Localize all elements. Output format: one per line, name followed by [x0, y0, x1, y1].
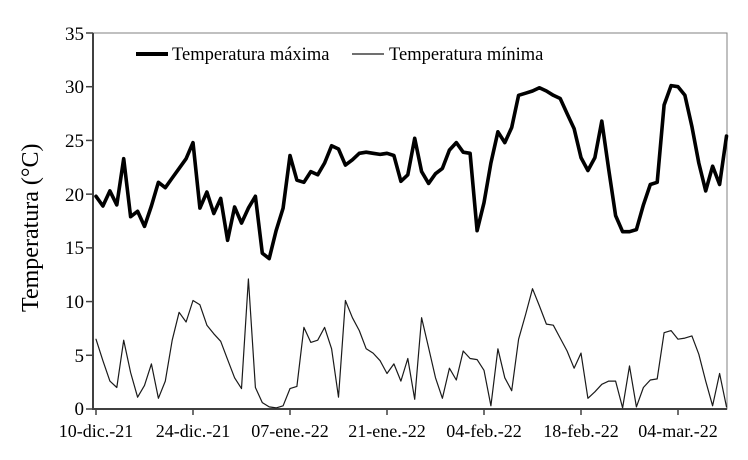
plot-border: [92, 32, 728, 410]
y-tick-label: 0: [75, 399, 85, 420]
legend: Temperatura máxima Temperatura mínima: [136, 45, 543, 65]
x-tick-label: 18-feb.-22: [543, 421, 618, 441]
legend-maxima-label: Temperatura máxima: [172, 45, 329, 65]
x-tick-label: 04-mar.-22: [638, 421, 717, 441]
y-tick-label: 5: [75, 346, 85, 367]
legend-minima-label: Temperatura mínima: [389, 45, 543, 65]
x-tick-label: 21-ene.-22: [348, 421, 425, 441]
x-tick-label: 10-dic.-21: [59, 421, 133, 441]
plot-geometry: [86, 32, 729, 415]
y-tick-label: 25: [65, 131, 84, 152]
maxima-series-line: [94, 83, 729, 261]
y-axis-title: Temperatura (°C): [18, 143, 44, 312]
y-tick-label: 20: [65, 185, 84, 206]
x-tick-label: 04-feb.-22: [446, 421, 521, 441]
y-tick-label: 15: [65, 238, 84, 259]
y-tick-label: 10: [65, 292, 84, 313]
y-tick-label: 35: [65, 24, 84, 45]
minima-series-line: [95, 278, 728, 409]
x-tick-label: 24-dic.-21: [156, 421, 230, 441]
x-tick-label: 07-ene.-22: [251, 421, 328, 441]
y-tick-label: 30: [65, 77, 84, 98]
